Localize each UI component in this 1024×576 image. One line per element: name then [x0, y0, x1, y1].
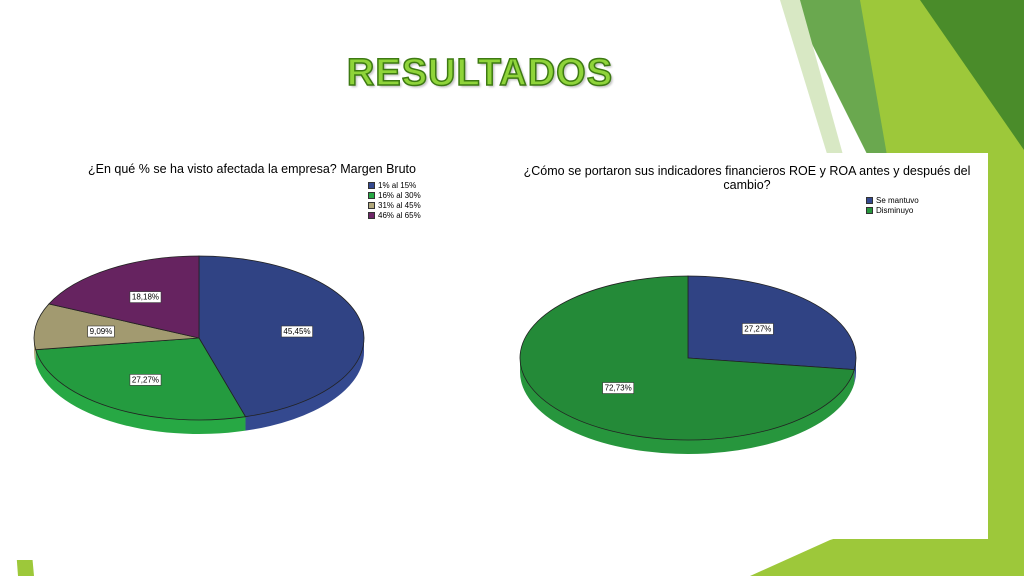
data-label: 72,73%	[605, 384, 632, 393]
pie-chart-margen-bruto: 45,45% 27,27% 9,09% 18,18%	[33, 255, 365, 434]
legend-label: Disminuyo	[876, 205, 914, 215]
chart-panel-roe-roa: ¿Cómo se portaron sus indicadores financ…	[500, 153, 988, 539]
legend-swatch	[368, 201, 375, 209]
legend-swatch	[368, 181, 375, 189]
pie-slice	[687, 275, 857, 371]
legend-item: 31% al 45%	[368, 200, 421, 210]
legend-label: 1% al 15%	[378, 180, 417, 190]
chart-legend: 1% al 15% 16% al 30% 31% al 45% 46% al 6…	[368, 180, 421, 220]
legend-item: Se mantuvo	[866, 195, 919, 205]
legend-swatch	[368, 191, 375, 199]
data-label: 9,09%	[90, 327, 113, 336]
data-label-box	[129, 291, 162, 303]
legend-label: Se mantuvo	[876, 195, 919, 205]
data-label-box	[741, 323, 774, 335]
legend-label: 46% al 65%	[378, 210, 421, 220]
chart-legend: Se mantuvo Disminuyo	[866, 195, 919, 215]
data-label-box	[129, 374, 162, 386]
legend-item: 16% al 30%	[368, 190, 421, 200]
data-label: 27,27%	[744, 324, 771, 333]
data-label: 45,45%	[283, 327, 310, 336]
deco-green-band-4	[780, 0, 850, 180]
pie-slice	[519, 275, 855, 441]
chart-title: ¿Cómo se portaron sus indicadores financ…	[523, 164, 971, 192]
pie-slice-side	[245, 338, 364, 431]
legend-swatch	[866, 196, 873, 204]
pie-chart-roe-roa: 27,27% 72,73%	[519, 275, 857, 454]
data-label: 18,18%	[132, 293, 159, 302]
data-label-box	[602, 382, 635, 394]
data-label: 27,27%	[132, 375, 159, 384]
chart-title: ¿En qué % se ha visto afectada la empres…	[88, 162, 416, 176]
legend-item: Disminuyo	[866, 205, 919, 215]
data-label-box	[281, 325, 313, 338]
legend-item: 1% al 15%	[368, 180, 421, 190]
legend-label: 31% al 45%	[378, 200, 421, 210]
pie-slice-side	[520, 358, 855, 454]
data-label-box	[87, 325, 115, 338]
deco-green-band-3	[920, 0, 1024, 150]
legend-item: 46% al 65%	[368, 210, 421, 220]
slide-title: RESULTADOS	[346, 51, 614, 95]
pie-slice-side	[35, 349, 246, 434]
legend-swatch	[368, 211, 375, 219]
pie-slice	[33, 303, 200, 351]
legend-label: 16% al 30%	[378, 190, 421, 200]
pie-slice	[48, 255, 200, 339]
legend-swatch	[866, 206, 873, 214]
chart-panel-margen-bruto: ¿En qué % se ha visto afectada la empres…	[24, 150, 494, 522]
